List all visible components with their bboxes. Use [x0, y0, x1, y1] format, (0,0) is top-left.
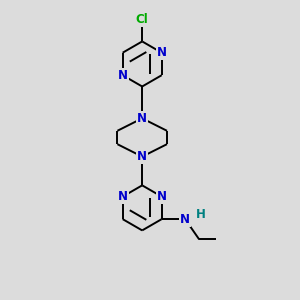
Text: H: H: [196, 208, 206, 221]
Text: N: N: [137, 112, 147, 125]
Text: N: N: [137, 150, 147, 163]
Text: N: N: [118, 190, 128, 203]
Text: Cl: Cl: [136, 13, 148, 26]
Text: N: N: [180, 213, 190, 226]
Text: N: N: [157, 46, 167, 59]
Text: N: N: [157, 190, 167, 203]
Text: N: N: [118, 69, 128, 82]
